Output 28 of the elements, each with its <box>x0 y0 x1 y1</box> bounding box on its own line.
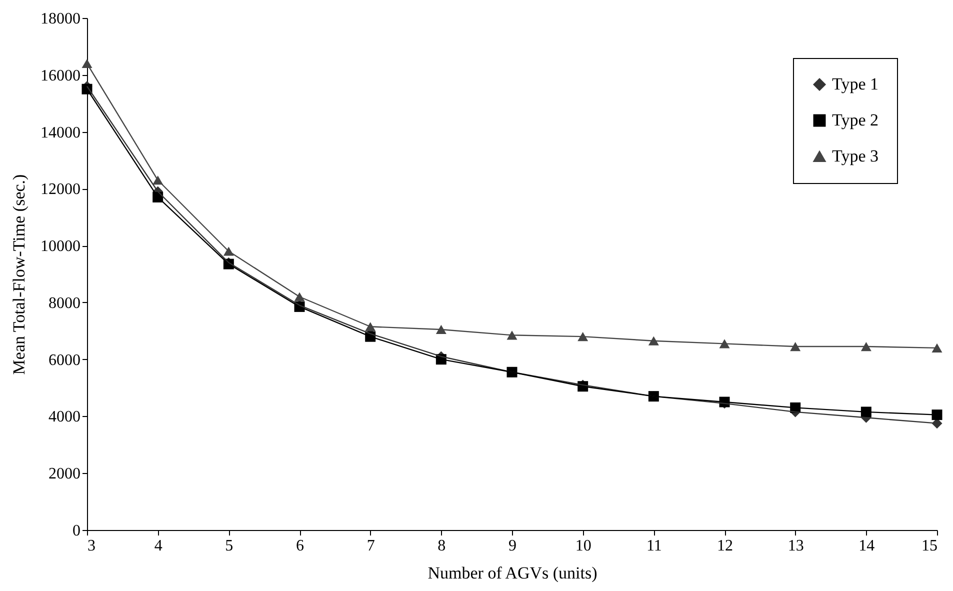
x-axis-title: Number of AGVs (units) <box>428 564 598 582</box>
x-tick-label: 5 <box>225 538 234 554</box>
y-tick-label: 16000 <box>40 67 80 84</box>
x-tick-label: 12 <box>717 538 733 554</box>
y-tick-label: 12000 <box>40 181 80 198</box>
legend-label: Type 3 <box>832 146 878 166</box>
y-tick-label: 14000 <box>40 124 80 142</box>
y-tick-label: 2000 <box>48 466 80 483</box>
legend-label: Type 2 <box>832 110 878 130</box>
x-tick-label: 4 <box>154 538 162 554</box>
x-tick-label: 10 <box>575 538 592 554</box>
y-axis-title: Mean Total-Flow-Time (sec.) <box>10 174 28 375</box>
x-tick-label: 3 <box>88 538 96 554</box>
x-tick-label: 13 <box>788 538 804 554</box>
y-tick-label: 8000 <box>48 294 80 312</box>
x-tick-label: 7 <box>366 538 375 554</box>
legend-label: Type 1 <box>832 74 878 94</box>
x-tick-label: 6 <box>296 538 304 554</box>
y-tick-label: 0 <box>72 522 80 540</box>
x-tick-label: 14 <box>858 538 875 554</box>
y-tick-label: 10000 <box>40 238 80 256</box>
x-tick-label: 15 <box>922 538 938 554</box>
y-tick-label: 4000 <box>48 408 80 426</box>
y-tick-label: 6000 <box>48 352 80 369</box>
y-tick-label: 18000 <box>40 10 80 28</box>
x-tick-label: 8 <box>438 538 446 554</box>
x-tick-label: 11 <box>646 538 662 554</box>
x-tick-label: 9 <box>508 538 516 554</box>
